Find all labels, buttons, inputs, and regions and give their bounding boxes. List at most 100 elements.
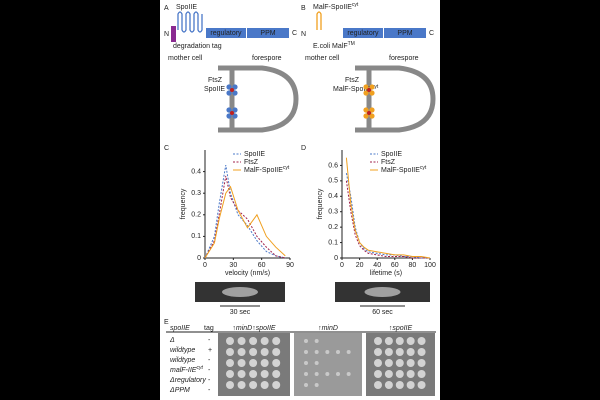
label: N — [301, 31, 306, 38]
colony-spot — [417, 348, 426, 356]
label: - — [208, 337, 211, 344]
colony-spot — [249, 348, 258, 356]
x-label: lifetime (s) — [370, 270, 402, 277]
label-text: malF-IIE — [170, 367, 197, 374]
series-line — [204, 185, 286, 259]
label-sup: TM — [348, 41, 355, 47]
colony-spot — [272, 359, 281, 367]
plate-header: ↑minD — [318, 325, 338, 332]
x-tick-label: 30 — [229, 262, 237, 269]
protein-blob — [232, 84, 238, 90]
x-tick-label: 90 — [286, 262, 294, 269]
label: - — [208, 387, 211, 394]
colony-spot — [346, 372, 351, 376]
label: C — [292, 30, 297, 37]
colony-spot — [374, 337, 382, 345]
protein-blob — [226, 113, 232, 119]
colony-spot — [314, 383, 319, 387]
colony-spot — [374, 359, 382, 367]
label: Δregulatory — [169, 377, 206, 384]
y-label: frequency — [317, 188, 324, 219]
x-tick-label: 100 — [424, 262, 436, 269]
label: + — [208, 347, 212, 354]
colony-spot — [272, 348, 281, 356]
degradation-tag — [171, 26, 176, 42]
protein-blob — [232, 113, 238, 119]
colony-spot — [406, 381, 415, 389]
panel-letter: B — [301, 5, 306, 12]
tm-helices — [177, 11, 203, 33]
colony-spot — [226, 348, 234, 356]
label-text: MalF-SpoIIE — [381, 167, 420, 174]
colony-spot — [395, 359, 404, 367]
x-tick-label: 80 — [409, 262, 417, 269]
protein-blob — [363, 113, 369, 119]
label-text: MalF-SpoIIE — [313, 4, 352, 11]
colony-spot — [314, 350, 319, 354]
label: ΔPPM — [169, 387, 190, 394]
legend-label: SpoIIE — [244, 151, 265, 158]
y-tick-label: 0.2 — [191, 212, 201, 219]
colony-spot — [226, 359, 234, 367]
series-line — [345, 157, 431, 259]
plate — [294, 333, 362, 396]
panel-letter: C — [164, 145, 169, 152]
protein-blob — [232, 107, 238, 113]
reg-domain — [343, 28, 383, 38]
x-tick-label: 60 — [258, 262, 266, 269]
x-tick-label: 20 — [356, 262, 364, 269]
y-tick-label: 0.4 — [191, 168, 201, 175]
colony-spot — [237, 359, 246, 367]
protein-blob — [369, 84, 375, 90]
colony-spot — [249, 370, 258, 378]
y-tick-label: 0.3 — [328, 209, 338, 216]
label-text: MalF-SpoIIE — [244, 167, 283, 174]
y-tick-label: 0.5 — [328, 178, 338, 185]
colony-spot — [304, 350, 308, 354]
colony-spot — [406, 359, 415, 367]
label: N — [164, 31, 169, 38]
colony-spot — [304, 361, 308, 365]
colony-spot — [384, 359, 393, 367]
colony-spot — [395, 381, 404, 389]
colony-spot — [417, 359, 426, 367]
colony-spot — [249, 337, 258, 345]
kymo-signal — [222, 287, 258, 297]
protein-blob — [230, 88, 234, 92]
colony-spot — [249, 359, 258, 367]
colony-spot — [226, 337, 234, 345]
y-tick-label: 0 — [334, 255, 338, 262]
x-tick-label: 0 — [203, 262, 207, 269]
x-label: velocity (nm/s) — [225, 270, 270, 277]
y-label: frequency — [180, 188, 187, 219]
colony-spot — [325, 372, 330, 376]
protein-blob — [363, 107, 369, 113]
colony-spot — [336, 372, 340, 376]
y-tick-label: 0.1 — [328, 239, 338, 246]
x-tick-label: 40 — [373, 262, 381, 269]
series-line — [204, 165, 286, 259]
colony-spot — [384, 381, 393, 389]
colony-spot — [374, 381, 382, 389]
colony-spot — [374, 370, 382, 378]
label: wildtype — [170, 357, 195, 364]
legend-label: SpoIIE — [381, 151, 402, 158]
colony-spot — [314, 339, 319, 343]
panel-letter: E — [164, 319, 169, 326]
label: regulatory — [210, 30, 242, 37]
colony-spot — [304, 339, 308, 343]
colony-spot — [237, 381, 246, 389]
label: PPM — [397, 30, 412, 37]
kymo-signal — [364, 287, 401, 297]
colony-spot — [260, 337, 269, 345]
colony-spot — [384, 348, 393, 356]
colony-spot — [260, 359, 269, 367]
colony-spot — [237, 348, 246, 356]
label: SpoIIE — [204, 86, 225, 93]
colony-spot — [237, 337, 246, 345]
reg-domain — [206, 28, 246, 38]
protein-blob — [226, 90, 232, 96]
label: E.coli MalFTM — [313, 41, 355, 50]
